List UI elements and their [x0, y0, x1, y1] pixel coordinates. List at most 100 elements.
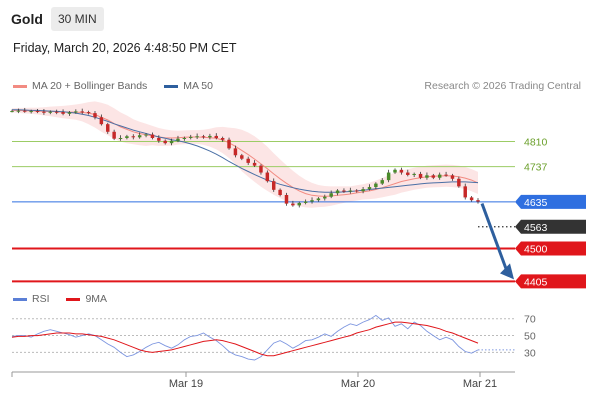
legend-ma20-label: MA 20 + Bollinger Bands — [32, 80, 148, 92]
instrument-title: Gold — [11, 11, 43, 27]
legend-rsi-swatch — [13, 297, 27, 301]
candle-body — [67, 112, 72, 114]
candle-body — [246, 158, 250, 163]
candle-body — [431, 175, 436, 178]
x-tick-label-1: Mar 20 — [341, 378, 375, 390]
candle-body — [93, 113, 97, 118]
level-label-4635: 4635 — [524, 197, 548, 209]
ma50-line — [12, 109, 479, 193]
level-tag-4635 — [515, 194, 586, 209]
candle-body — [125, 136, 129, 138]
candle-body — [412, 173, 416, 175]
candle-body — [112, 131, 116, 139]
candle-body — [80, 111, 84, 113]
candle-body — [208, 135, 212, 138]
candle-body — [176, 138, 180, 141]
level-label-4563: 4563 — [524, 222, 548, 234]
candle-body — [348, 190, 353, 192]
candle-body — [297, 202, 301, 206]
timeframe-button[interactable]: 30 MIN — [51, 7, 104, 31]
copyright-text: Research © 2026 Trading Central — [424, 80, 581, 92]
x-tick-label-0: Mar 19 — [169, 378, 203, 390]
candle-body — [374, 183, 378, 188]
candle-body — [380, 180, 384, 184]
candle-body — [195, 136, 199, 138]
candle-body — [450, 175, 455, 179]
legend-rsi-label: RSI — [32, 293, 50, 305]
candles — [10, 107, 480, 208]
candle-body — [35, 111, 40, 113]
candle-body — [323, 196, 327, 199]
x-tick-label-2: Mar 21 — [463, 378, 497, 390]
chart-header: Gold 30 MIN — [0, 0, 590, 38]
candle-body — [42, 111, 46, 113]
candle-body — [150, 134, 155, 138]
candle-body — [418, 173, 423, 178]
candle-body — [106, 124, 110, 132]
candle-body — [16, 110, 21, 112]
candle-body — [329, 193, 333, 197]
candle-body — [310, 200, 314, 202]
candle-body — [457, 178, 461, 187]
candle-body — [74, 111, 78, 113]
legend-ma50-label: MA 50 — [183, 80, 213, 92]
candle-body — [361, 189, 365, 192]
legend-ma9-swatch — [66, 297, 81, 301]
level-tag-4500 — [515, 241, 586, 256]
candle-body — [278, 189, 282, 195]
candle-body — [54, 111, 59, 113]
candle-body — [233, 148, 238, 156]
candle-body — [29, 111, 33, 113]
rsi-ma9-line — [11, 321, 479, 357]
candle-body — [469, 197, 474, 201]
candle-body — [265, 172, 270, 182]
candle-body — [118, 138, 123, 139]
candle-body — [367, 187, 372, 190]
rsi-level-label-50: 50 — [524, 331, 536, 343]
candle-body — [157, 138, 161, 141]
timestamp: Friday, March 20, 2026 4:48:50 PM CET — [13, 41, 237, 55]
candle-body — [10, 111, 14, 113]
forecast-arrow-head — [500, 263, 514, 280]
candle-body — [163, 140, 167, 144]
candle-body — [182, 138, 187, 139]
candle-body — [61, 112, 65, 114]
candle-body — [214, 135, 219, 138]
legend-rsi: RSI — [13, 293, 50, 305]
level-tag-4405 — [515, 274, 586, 289]
candle-body — [201, 136, 206, 138]
candle-body — [169, 140, 174, 144]
legend-ma9-label: 9MA — [85, 293, 108, 305]
candle-body — [131, 136, 136, 138]
legend-ma50-swatch — [164, 84, 179, 88]
candle-body — [386, 172, 391, 181]
forecast-arrow-shaft — [480, 203, 509, 272]
level-label-4405: 4405 — [524, 276, 548, 288]
level-label-4500: 4500 — [524, 244, 548, 256]
candle-body — [99, 117, 104, 125]
candle-body — [227, 139, 231, 149]
candle-body — [240, 155, 244, 159]
rsi-level-label-30: 30 — [524, 347, 536, 359]
candle-body — [303, 201, 308, 203]
candle-body — [137, 135, 142, 138]
candle-body — [463, 186, 467, 198]
bollinger-band — [12, 101, 478, 208]
candle-body — [189, 136, 193, 138]
legend-ma20-bb: MA 20 + Bollinger Bands — [13, 80, 147, 92]
candle-body — [284, 195, 289, 204]
candle-body — [444, 174, 448, 176]
candle-body — [335, 190, 340, 194]
candle-body — [23, 110, 27, 112]
rsi-legend: RSI 9MA — [13, 293, 121, 305]
candle-body — [406, 172, 410, 175]
candle-body — [476, 200, 480, 202]
candle-body — [437, 174, 442, 178]
main-legend: MA 20 + Bollinger Bands MA 50 — [13, 80, 227, 92]
level-label-4810: 4810 — [524, 136, 548, 148]
candle-body — [425, 175, 429, 178]
legend-ma20-swatch — [13, 84, 27, 88]
candle-body — [259, 165, 263, 173]
candle-body — [393, 169, 397, 173]
